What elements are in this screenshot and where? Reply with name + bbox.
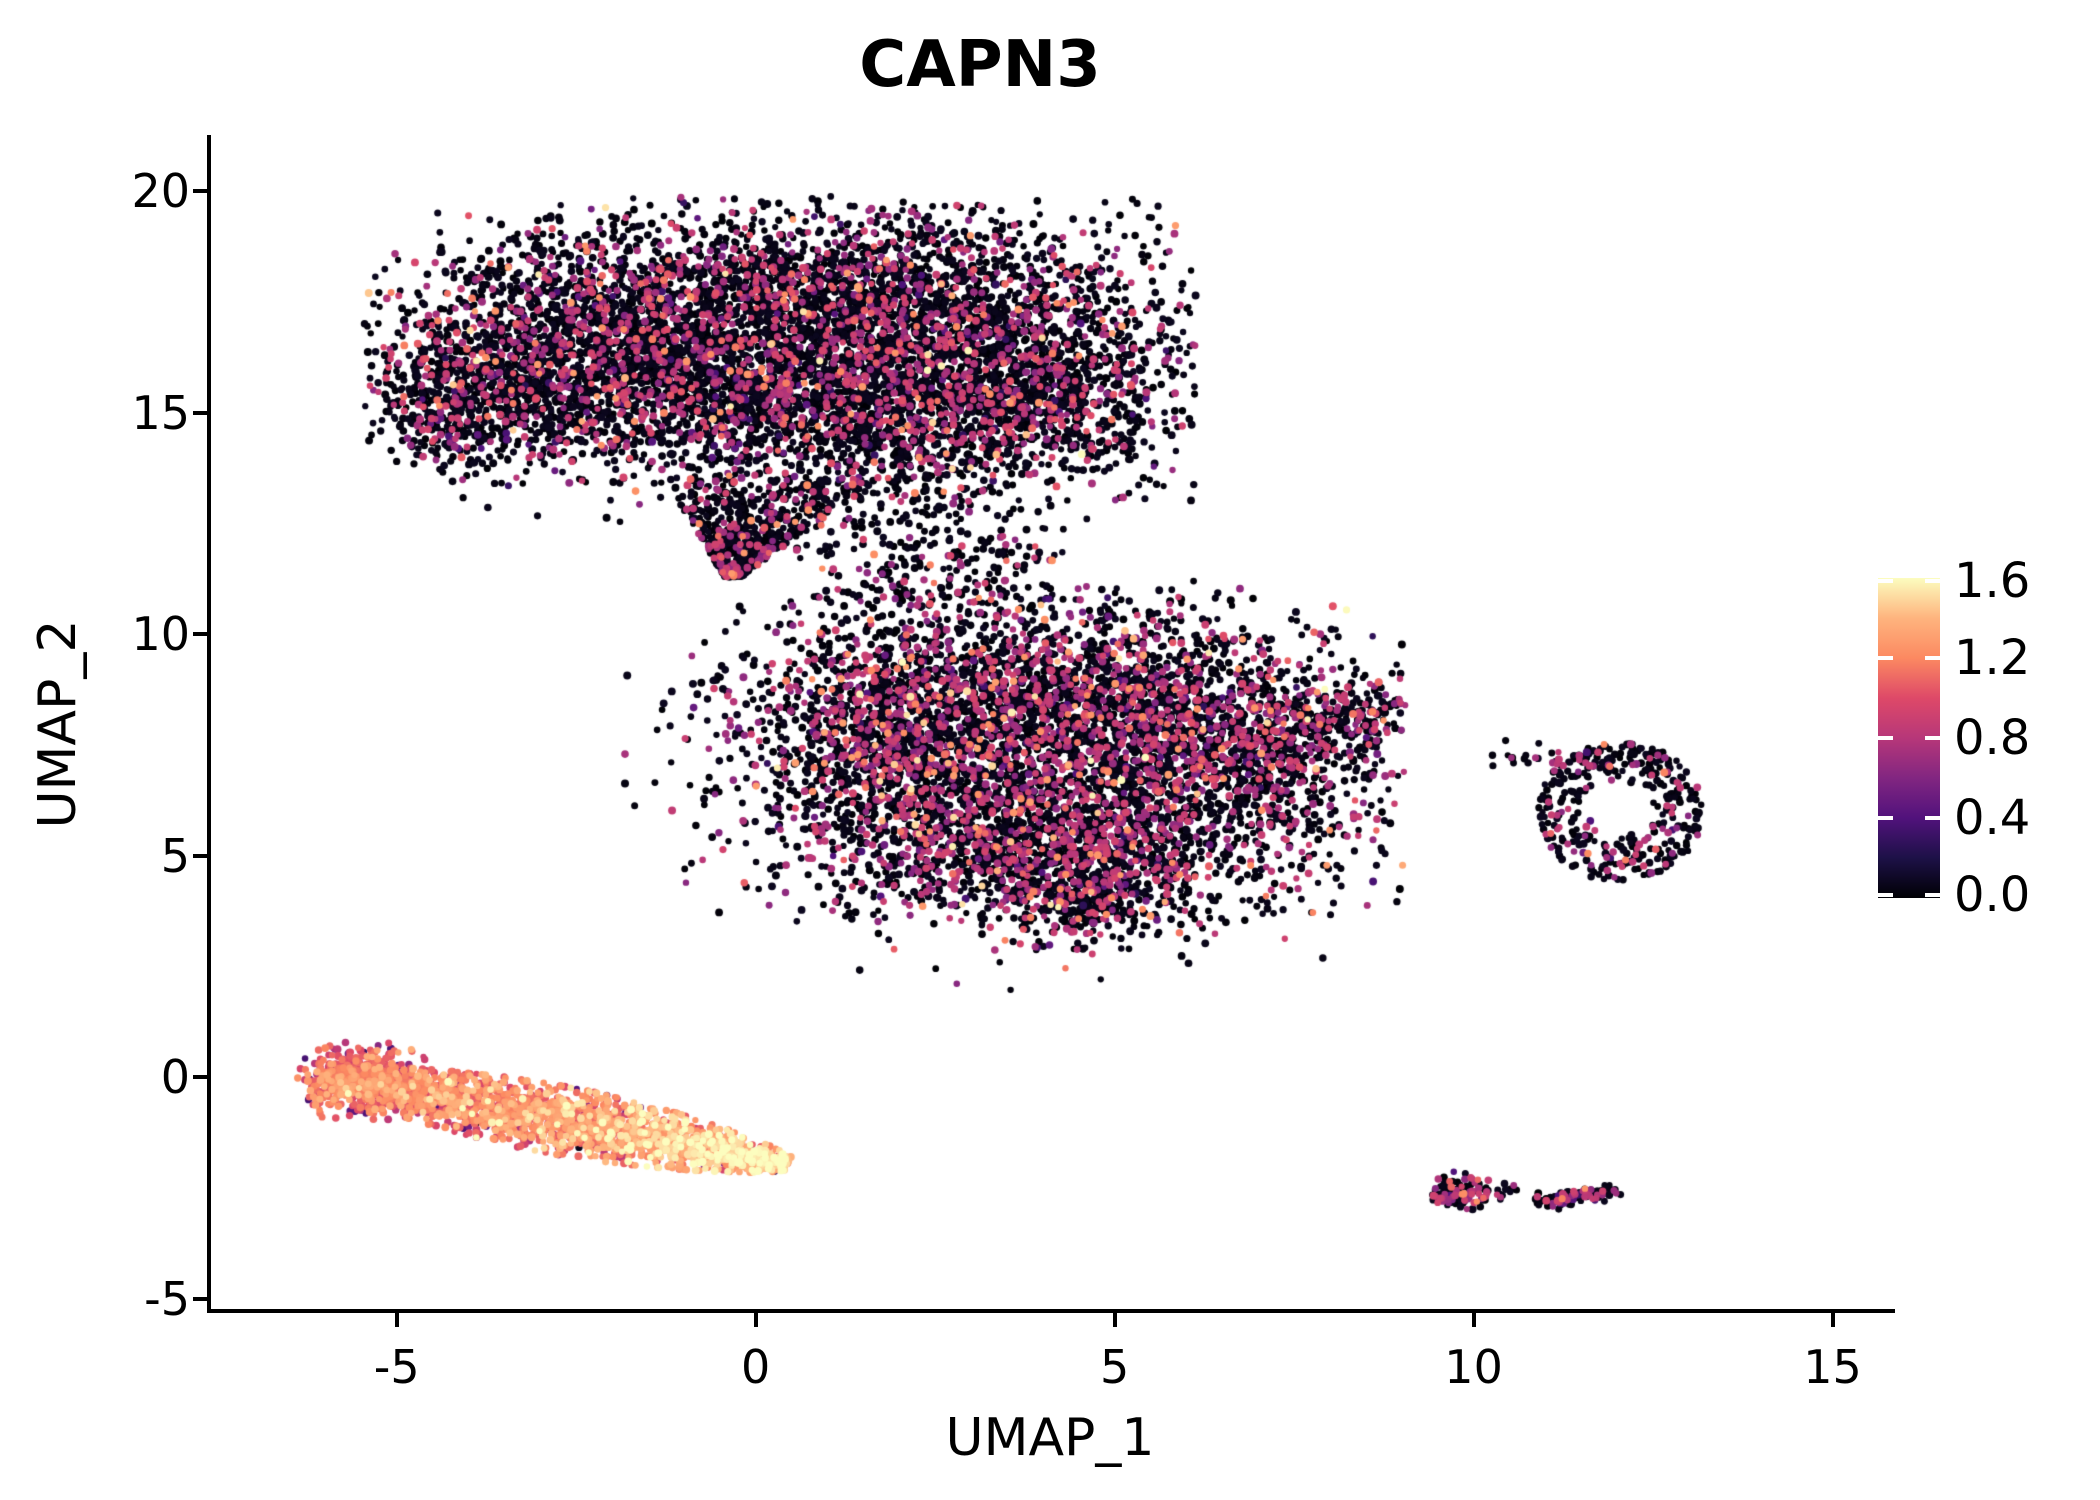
- x-axis-tick-label: 10: [1444, 1340, 1503, 1394]
- x-axis-tick: [1112, 1313, 1117, 1327]
- y-axis-tick-label: 20: [131, 164, 190, 219]
- colorbar-tick-dash-right: [1925, 579, 1940, 583]
- y-axis-tick: [193, 632, 207, 637]
- colorbar-tick-dash-right: [1925, 816, 1940, 820]
- y-axis-tick: [193, 189, 207, 194]
- colorbar-tick-dash-right: [1925, 736, 1940, 740]
- colorbar-tick-dash-left: [1878, 893, 1893, 897]
- x-axis-tick: [394, 1313, 399, 1327]
- x-axis-tick-label: 5: [1099, 1340, 1130, 1394]
- x-axis-tick-label: 15: [1803, 1340, 1862, 1394]
- colorbar-tick-label: 1.6: [1954, 553, 2031, 609]
- y-axis-tick: [193, 410, 207, 415]
- y-axis-tick: [193, 853, 207, 858]
- x-axis-tick: [1830, 1313, 1835, 1327]
- y-axis-tick-label: 10: [131, 607, 190, 662]
- colorbar-tick-label: 0.0: [1954, 867, 2031, 923]
- colorbar-tick-label: 1.2: [1954, 630, 2031, 686]
- colorbar-tick-dash-left: [1878, 816, 1893, 820]
- colorbar-tick-dash-left: [1878, 656, 1893, 660]
- colorbar-tick-dash-right: [1925, 893, 1940, 897]
- colorbar-tick-dash-left: [1878, 579, 1893, 583]
- y-axis-tick-label: 0: [160, 1050, 190, 1105]
- colorbar-tick-label: 0.4: [1954, 790, 2031, 846]
- y-axis-tick: [193, 1296, 207, 1301]
- colorbar-tick-label: 0.8: [1954, 710, 2031, 766]
- page-title: CAPN3: [859, 28, 1101, 102]
- x-axis-tick: [1471, 1313, 1476, 1327]
- x-axis-tick-label: -5: [373, 1340, 420, 1394]
- y-axis-tick-label: -5: [144, 1271, 190, 1326]
- y-axis-spine: [207, 135, 211, 1313]
- x-axis-spine: [207, 1309, 1895, 1313]
- y-axis-tick-label: 5: [160, 828, 190, 883]
- y-axis-tick: [193, 1075, 207, 1080]
- colorbar-tick-dash-right: [1925, 656, 1940, 660]
- y-axis-label: UMAP_2: [28, 619, 88, 829]
- y-axis-tick-label: 15: [131, 385, 190, 440]
- x-axis-tick: [753, 1313, 758, 1327]
- x-axis-tick-label: 0: [741, 1340, 771, 1394]
- x-axis-label: UMAP_1: [945, 1408, 1155, 1468]
- colorbar-tick-dash-left: [1878, 736, 1893, 740]
